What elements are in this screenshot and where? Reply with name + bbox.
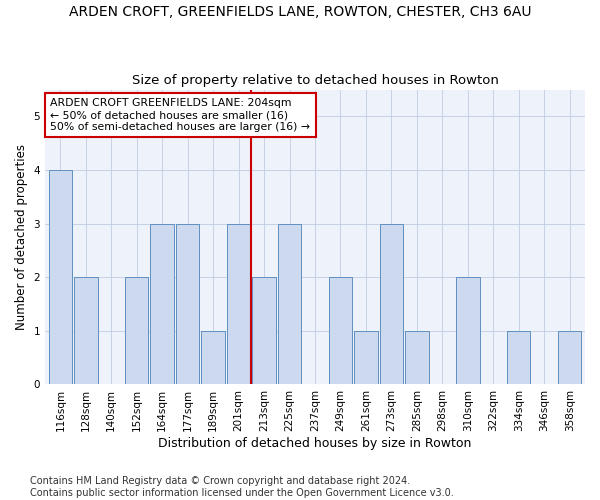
Bar <box>558 331 581 384</box>
Bar <box>507 331 530 384</box>
Bar <box>151 224 174 384</box>
Bar <box>74 277 98 384</box>
Bar <box>49 170 72 384</box>
Text: ARDEN CROFT GREENFIELDS LANE: 204sqm
← 50% of detached houses are smaller (16)
5: ARDEN CROFT GREENFIELDS LANE: 204sqm ← 5… <box>50 98 310 132</box>
Bar <box>176 224 199 384</box>
Bar <box>125 277 148 384</box>
Y-axis label: Number of detached properties: Number of detached properties <box>15 144 28 330</box>
Bar <box>329 277 352 384</box>
Title: Size of property relative to detached houses in Rowton: Size of property relative to detached ho… <box>131 74 499 87</box>
Bar <box>227 224 250 384</box>
Bar <box>380 224 403 384</box>
Text: ARDEN CROFT, GREENFIELDS LANE, ROWTON, CHESTER, CH3 6AU: ARDEN CROFT, GREENFIELDS LANE, ROWTON, C… <box>69 5 531 19</box>
Text: Contains HM Land Registry data © Crown copyright and database right 2024.
Contai: Contains HM Land Registry data © Crown c… <box>30 476 454 498</box>
Bar <box>253 277 276 384</box>
Bar <box>202 331 225 384</box>
X-axis label: Distribution of detached houses by size in Rowton: Distribution of detached houses by size … <box>158 437 472 450</box>
Bar <box>354 331 377 384</box>
Bar <box>278 224 301 384</box>
Bar <box>456 277 479 384</box>
Bar <box>405 331 428 384</box>
